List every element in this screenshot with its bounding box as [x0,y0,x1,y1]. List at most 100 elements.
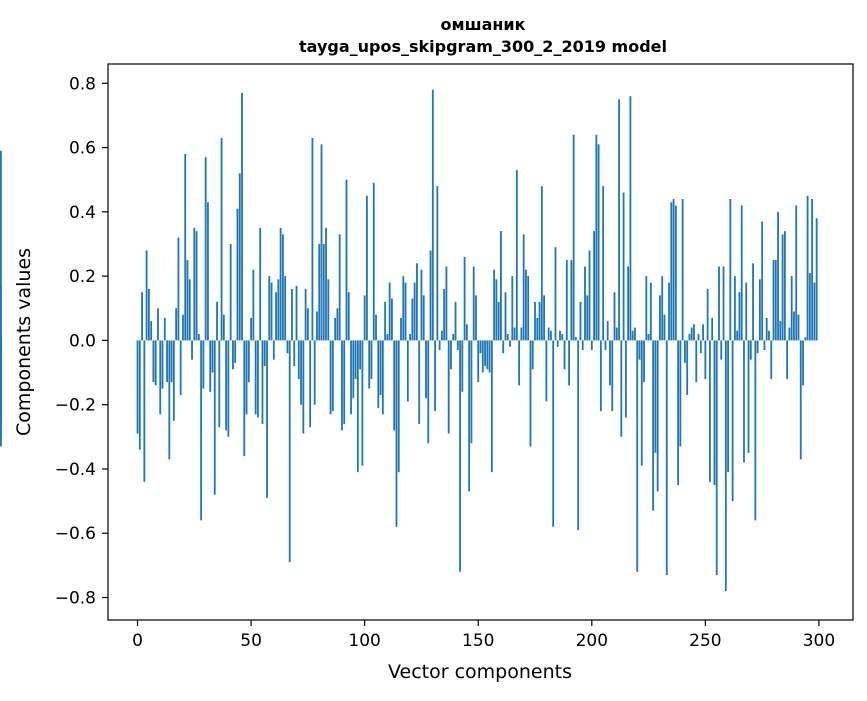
y-tick-label: 0.4 [69,203,96,223]
bar-234 [668,282,670,341]
bar-19 [179,340,182,396]
bar-228 [654,340,657,453]
bar-231 [661,276,664,341]
bar-117 [402,276,405,341]
bar-17 [175,308,178,341]
y-tick-label: 0.6 [69,139,96,159]
bar-218 [631,330,634,341]
y-tick-label: −0.6 [55,524,96,544]
bar-38 [222,314,225,341]
bar-204 [599,340,602,412]
bar-11 [161,340,164,389]
bar-180 [545,340,548,402]
bar-297 [811,198,814,341]
bar-94 [350,340,352,415]
bar-98 [359,340,362,370]
bar-192 [572,134,575,341]
bar-141 [456,340,459,351]
bar-216 [627,266,630,341]
bar-262 [731,340,734,502]
bar-97 [356,340,359,473]
bar-75 [306,308,309,341]
bar-105 [375,314,377,341]
bar-37 [220,137,223,341]
bar-149 [475,295,477,341]
bar-177 [538,301,541,341]
bar-190 [568,340,570,386]
bar-34 [213,340,216,495]
chart-subtitle: tayga_upos_skipgram_300_2_2019 model [299,37,667,56]
bar-90 [341,340,343,431]
bar-148 [472,266,475,341]
bar-0 [136,340,139,434]
bar-26 [195,231,198,341]
bar-211 [615,327,618,341]
bar-293 [802,340,804,386]
bar-167 [515,170,518,341]
bar-237 [674,205,677,341]
bar-166 [513,327,516,341]
bar-25 [193,227,196,341]
bar-275 [761,221,764,341]
bar-201 [593,231,595,341]
y-axis-label: Components values [13,248,35,436]
bar-266 [740,205,743,341]
bars-group [0,89,818,592]
bar-179 [543,295,546,341]
bar-208 [609,340,611,386]
bar-145 [465,324,468,341]
bar-273 [756,340,759,354]
bar-194 [577,340,580,531]
bar-207 [606,321,609,341]
bar-1 [138,340,141,450]
bar-264 [736,330,739,341]
bar-270 [749,340,752,360]
bar-115 [397,340,400,473]
bar-128 [427,340,430,444]
bar-185 [556,340,559,347]
bar-173 [529,340,532,447]
bar-197 [584,266,586,341]
bar-96 [354,340,357,379]
bar-175 [534,301,536,341]
bar-12 [163,317,166,341]
bar-284 [781,234,784,341]
bar-54 [259,227,262,341]
bar-282 [777,211,779,341]
bar-120 [409,333,411,341]
bar-267 [743,340,745,463]
bar-187 [561,333,564,341]
bar-276 [763,340,766,351]
x-axis-ticks: 0 50 100 150 200 250 300 [132,620,835,651]
bar-23 [188,279,191,341]
bar-10 [159,340,162,415]
bar-268 [745,282,748,341]
bar-44 [236,208,239,341]
bar-287 [788,327,791,341]
bar-5 [147,288,150,341]
bar-51 [252,269,255,341]
bar-43 [234,340,237,363]
bar-235 [670,202,673,341]
bar-277 [765,317,768,341]
bar-157 [493,269,496,341]
bar-260 [727,340,729,473]
bar-109 [384,301,387,341]
bar-169 [520,327,523,341]
bar-88 [336,308,339,341]
bar-79 [316,311,318,341]
bar-49 [247,340,250,383]
bar-269 [747,340,750,453]
bar-132 [436,186,439,341]
bar-209 [611,340,614,412]
bar-86 [331,340,334,412]
bar-99 [361,340,364,466]
bar-252 [709,340,711,482]
bar-229 [656,340,659,492]
y-tick-label: 0.0 [69,331,96,351]
bar-100 [363,295,366,341]
bar-146 [468,340,471,492]
bar-24 [191,340,193,360]
bar-152 [481,340,484,373]
